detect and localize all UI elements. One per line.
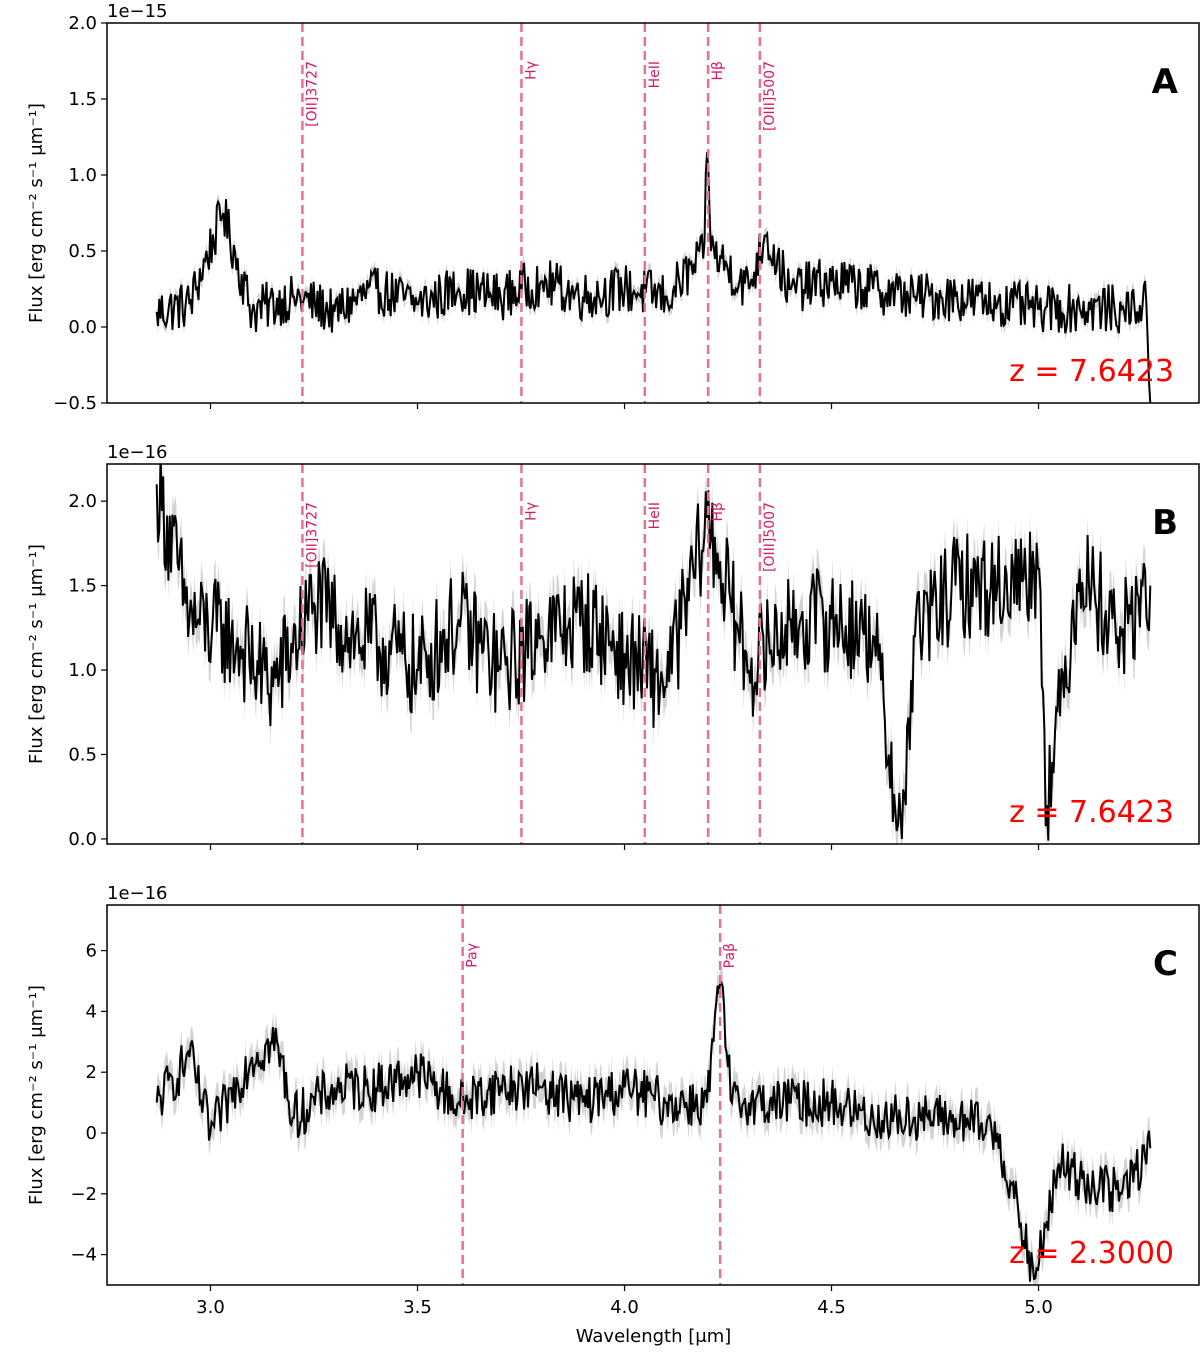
x-axis-label: Wavelength [μm] — [576, 1326, 732, 1347]
emission-line-label: [OII]3727 — [304, 502, 320, 568]
emission-line-label: HeII — [647, 502, 663, 529]
y-tick-label: 0.0 — [68, 317, 97, 338]
x-tick-label: 4.5 — [817, 1297, 846, 1318]
error-band — [156, 965, 1151, 1285]
emission-line-label: HeII — [647, 61, 663, 88]
y-tick-label: 0.5 — [68, 241, 97, 262]
y-tick-label: −0.5 — [53, 393, 97, 414]
y-tick-label: 4 — [86, 1001, 97, 1022]
y-tick-label: 6 — [86, 941, 97, 962]
x-tick-label: 4.0 — [610, 1297, 639, 1318]
flux-line — [155, 978, 1152, 1282]
y-axis-label: Flux [erg cm⁻² s⁻¹ μm⁻¹] — [26, 544, 47, 764]
y-tick-label: 0 — [86, 1123, 97, 1144]
y-tick-label: 0.5 — [68, 744, 97, 765]
y-axis-label: Flux [erg cm⁻² s⁻¹ μm⁻¹] — [26, 985, 47, 1205]
plot-area — [155, 144, 1152, 403]
y-tick-label: 1.0 — [68, 660, 97, 681]
emission-line-label: Hγ — [523, 61, 539, 80]
axes-frame — [106, 904, 1200, 1286]
axes-frame — [106, 22, 1200, 404]
y-tick-label: 1.5 — [68, 89, 97, 110]
plot-area — [155, 464, 1152, 844]
emission-line-label: Hβ — [710, 502, 726, 521]
emission-line-label: [OIII]5007 — [762, 502, 778, 572]
flux-line — [155, 152, 1152, 403]
y-tick-label: 2 — [86, 1062, 97, 1083]
y-tick-label: 2.0 — [68, 13, 97, 34]
emission-line-label: Hβ — [710, 61, 726, 80]
emission-line-label: [OIII]5007 — [762, 61, 778, 131]
panel-letter: A — [1152, 62, 1179, 102]
x-tick-label: 3.0 — [196, 1297, 225, 1318]
y-tick-label: −4 — [70, 1245, 97, 1266]
redshift-label: z = 7.6423 — [1009, 795, 1174, 830]
emission-line-label: Paβ — [722, 943, 738, 968]
redshift-label: z = 7.6423 — [1009, 354, 1174, 389]
redshift-label: z = 2.3000 — [1009, 1236, 1174, 1271]
offset-text: 1e−16 — [107, 442, 168, 463]
panel-B: [OII]3727 Hγ HeII Hβ [OIII]5007 0.0 0.5 1.0 1.5 2… — [26, 442, 1200, 850]
panel-C: Paγ Paβ −4 −2 0 2 4 6 3.0 3.5 4.0 4.5 5.0 1e−16 Flux [… — [26, 883, 1200, 1318]
emission-line-label: [OII]3727 — [304, 61, 320, 127]
flux-line — [155, 464, 1152, 841]
panel-A: [OII]3727 Hγ HeII Hβ [OIII]5007 −0.5 0.0 0.5 1.0… — [26, 1, 1200, 414]
error-band — [156, 464, 1151, 844]
axes-frame — [106, 463, 1200, 845]
y-tick-label: 2.0 — [68, 491, 97, 512]
y-axis-label: Flux [erg cm⁻² s⁻¹ μm⁻¹] — [26, 103, 47, 323]
panel-letter: C — [1153, 944, 1178, 984]
panel-letter: B — [1152, 503, 1178, 543]
y-tick-label: 0.0 — [68, 829, 97, 850]
offset-text: 1e−15 — [107, 1, 168, 22]
x-tick-label: 3.5 — [403, 1297, 432, 1318]
emission-line-label: Paγ — [465, 943, 481, 968]
y-tick-label: 1.0 — [68, 165, 97, 186]
y-tick-label: 1.5 — [68, 576, 97, 597]
emission-line-label: Hγ — [523, 502, 539, 521]
error-band — [156, 144, 1151, 403]
y-tick-label: −2 — [70, 1184, 97, 1205]
plot-area — [155, 965, 1152, 1285]
x-tick-label: 5.0 — [1024, 1297, 1053, 1318]
offset-text: 1e−16 — [107, 883, 168, 904]
